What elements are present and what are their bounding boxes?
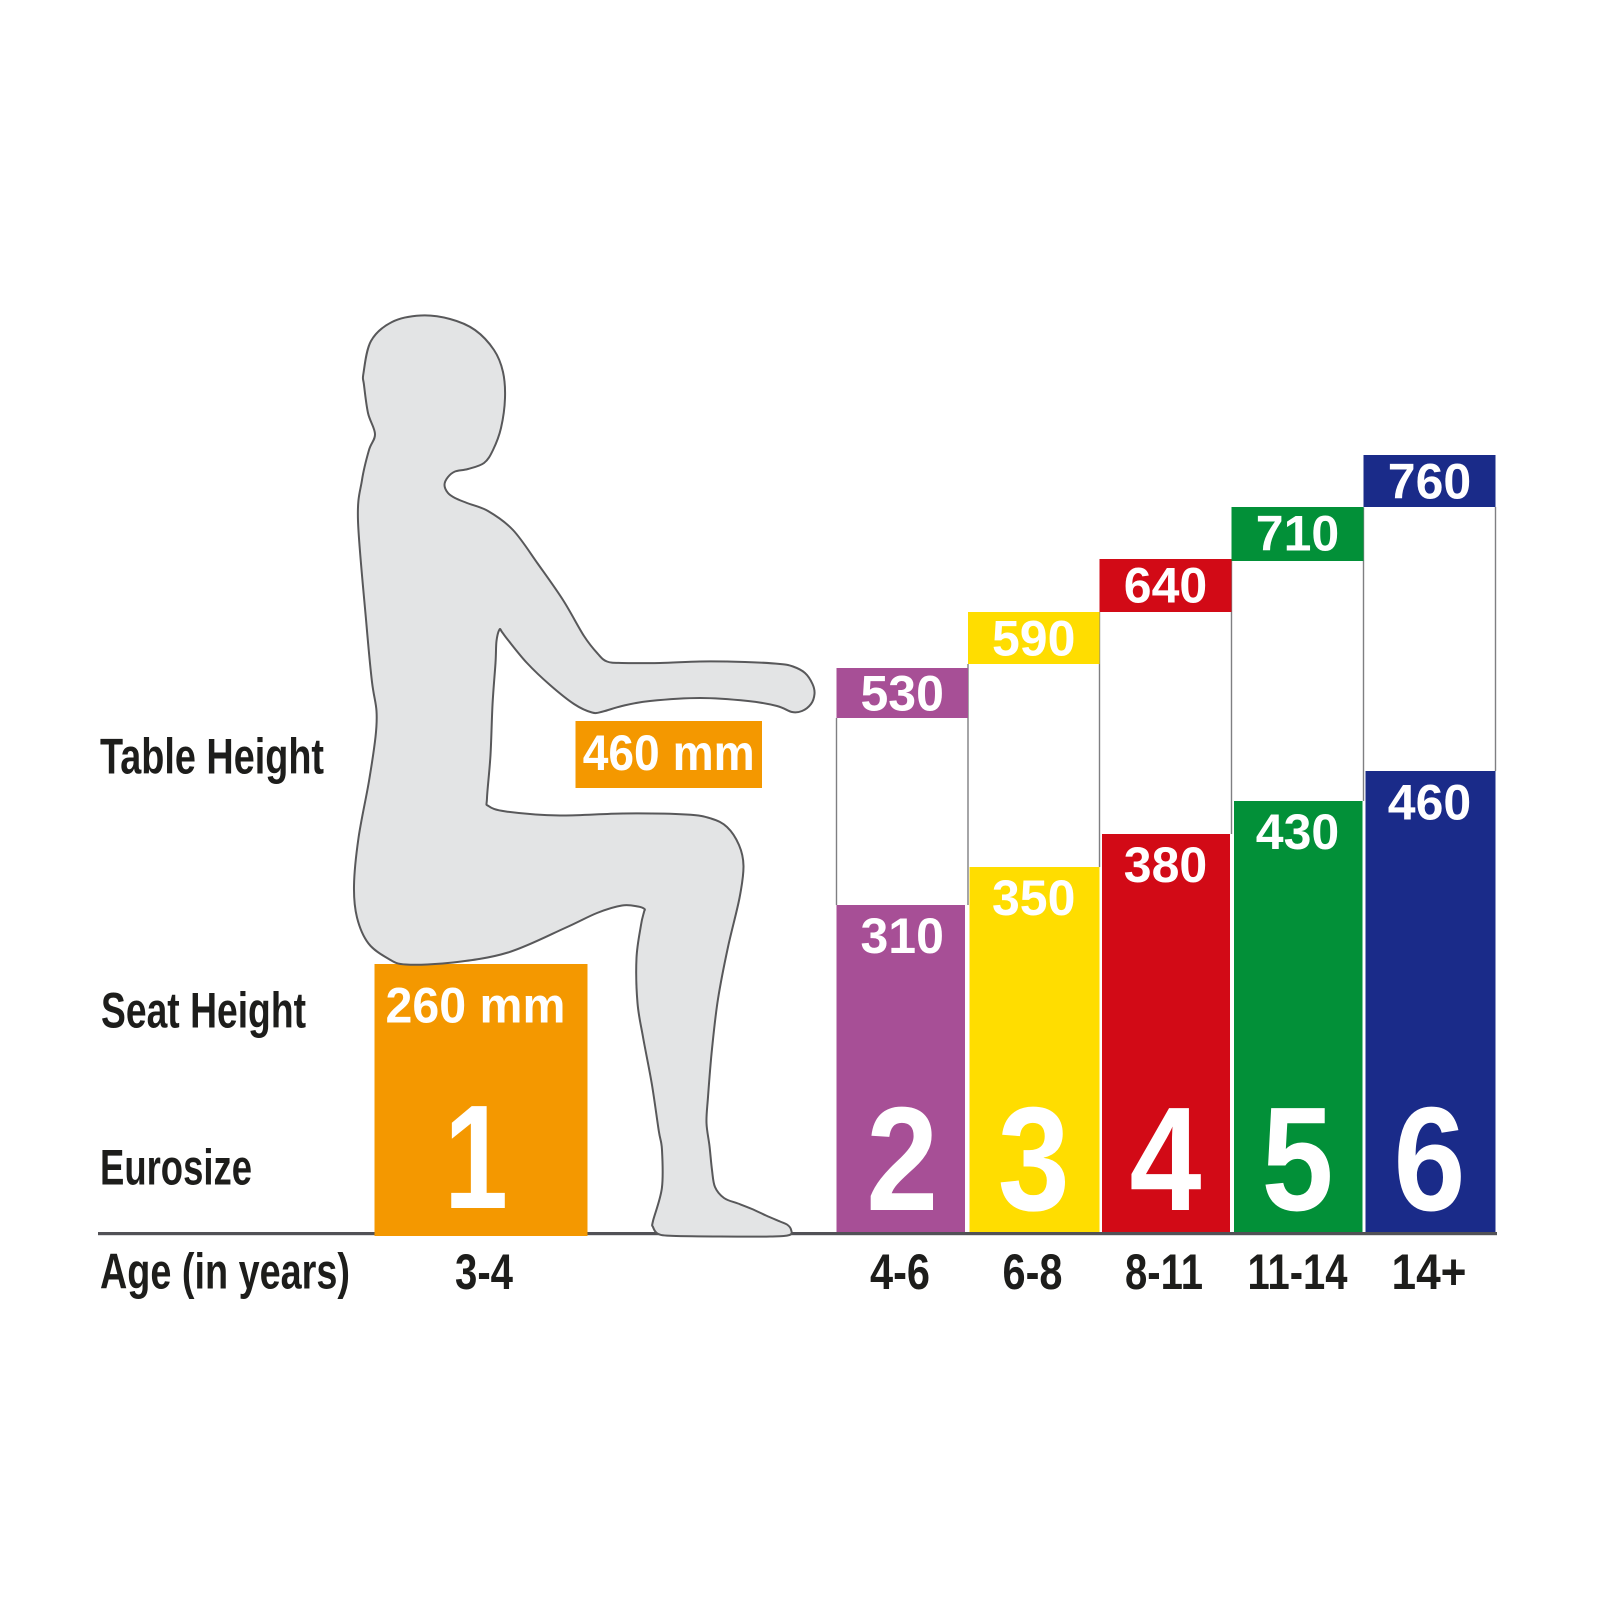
svg-text:4: 4	[1130, 1077, 1202, 1242]
svg-text:430: 430	[1256, 804, 1339, 860]
svg-text:11-14: 11-14	[1248, 1244, 1348, 1300]
svg-text:8-11: 8-11	[1125, 1244, 1203, 1300]
svg-text:380: 380	[1124, 837, 1207, 893]
svg-text:Seat Height: Seat Height	[101, 983, 306, 1039]
svg-text:710: 710	[1256, 506, 1339, 562]
svg-text:530: 530	[860, 666, 943, 722]
svg-text:460: 460	[1388, 775, 1471, 831]
svg-text:Table Height: Table Height	[100, 729, 324, 785]
svg-text:6: 6	[1394, 1077, 1466, 1242]
svg-text:3: 3	[998, 1077, 1070, 1242]
svg-text:350: 350	[992, 870, 1075, 926]
svg-text:14+: 14+	[1392, 1244, 1467, 1300]
svg-text:5: 5	[1262, 1077, 1334, 1242]
svg-text:1: 1	[444, 1075, 508, 1240]
svg-text:4-6: 4-6	[870, 1244, 930, 1300]
svg-text:3-4: 3-4	[455, 1244, 513, 1300]
svg-text:310: 310	[860, 908, 943, 964]
svg-text:460 mm: 460 mm	[583, 725, 755, 781]
svg-text:260 mm: 260 mm	[386, 978, 566, 1034]
svg-text:640: 640	[1124, 558, 1207, 614]
svg-text:Eurosize: Eurosize	[100, 1140, 252, 1196]
svg-text:6-8: 6-8	[1003, 1244, 1063, 1300]
svg-text:590: 590	[992, 611, 1075, 667]
svg-text:760: 760	[1388, 454, 1471, 510]
svg-text:2: 2	[866, 1077, 938, 1242]
svg-text:Age (in years): Age (in years)	[100, 1244, 350, 1300]
